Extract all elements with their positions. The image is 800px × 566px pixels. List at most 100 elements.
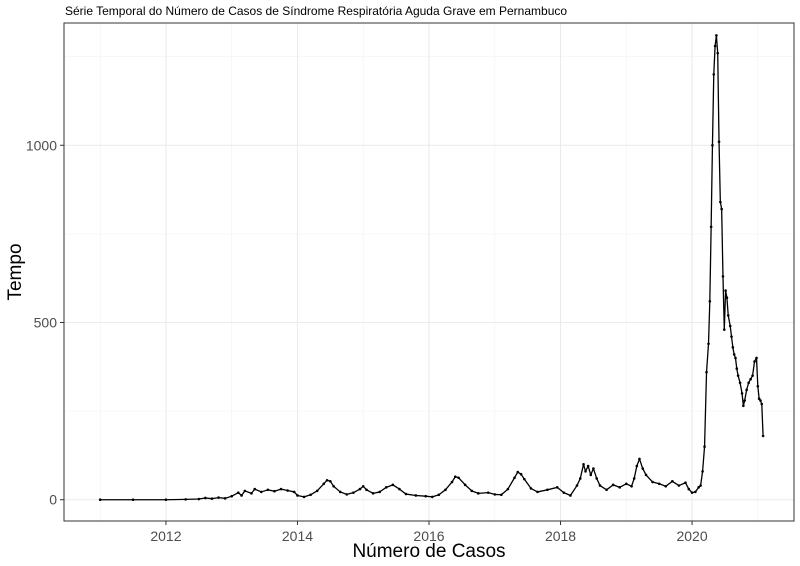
data-point <box>329 480 332 483</box>
data-point <box>519 472 523 476</box>
data-point <box>273 489 276 493</box>
data-point <box>734 356 737 360</box>
data-point <box>352 491 355 494</box>
data-point <box>589 473 593 477</box>
data-point <box>751 374 754 377</box>
data-point <box>747 381 750 385</box>
data-point <box>259 490 263 494</box>
data-point <box>338 490 342 494</box>
data-point <box>457 476 460 480</box>
data-point <box>711 143 714 147</box>
data-point <box>730 335 733 338</box>
data-point <box>731 346 735 349</box>
data-point <box>378 490 381 494</box>
x-axis-title: Número de Casos <box>352 541 505 562</box>
data-point <box>725 296 729 299</box>
data-point <box>236 491 240 494</box>
data-point <box>253 487 257 491</box>
data-point <box>296 494 299 497</box>
data-point <box>197 497 201 501</box>
data-point <box>713 44 717 48</box>
data-point <box>454 475 457 478</box>
y-axis: 0 500 1000 <box>26 137 64 508</box>
y-tick-label: 500 <box>34 315 58 331</box>
data-point <box>131 498 135 502</box>
data-point <box>728 324 732 328</box>
data-point <box>745 388 748 392</box>
data-point <box>732 353 736 356</box>
data-point <box>230 494 234 498</box>
data-point <box>759 399 762 402</box>
data-point <box>430 495 434 499</box>
data-point <box>707 342 710 346</box>
data-point <box>463 483 467 487</box>
data-point <box>671 480 674 483</box>
data-point <box>204 496 207 500</box>
data-point <box>690 491 694 494</box>
data-point <box>578 477 582 480</box>
data-point <box>657 482 661 486</box>
data-point <box>598 484 602 487</box>
data-point <box>749 377 752 381</box>
data-point <box>240 494 243 497</box>
data-point <box>735 367 739 370</box>
data-point <box>562 491 566 494</box>
data-point <box>755 356 758 360</box>
data-point <box>555 486 559 489</box>
data-point <box>743 399 746 402</box>
data-point <box>486 491 490 494</box>
data-point <box>444 488 447 492</box>
data-point <box>309 493 312 497</box>
data-point <box>595 477 599 480</box>
data-point <box>720 207 723 211</box>
data-point <box>726 314 730 317</box>
data-point <box>477 492 480 495</box>
data-point <box>361 484 365 488</box>
data-point <box>325 478 329 482</box>
data-point <box>712 73 716 76</box>
data-point <box>630 484 633 488</box>
data-point <box>500 493 503 497</box>
data-point <box>709 225 713 229</box>
x-tick-label: 2016 <box>413 528 444 544</box>
data-point <box>345 493 349 496</box>
data-point <box>738 381 742 385</box>
data-point <box>98 498 102 502</box>
data-point <box>569 494 572 497</box>
data-point <box>716 51 720 55</box>
data-point <box>605 488 608 492</box>
data-point <box>493 493 497 496</box>
data-point <box>450 480 454 484</box>
data-point <box>391 483 395 487</box>
x-tick-label: 2014 <box>282 528 313 544</box>
data-point <box>756 385 760 388</box>
data-point <box>358 487 362 491</box>
data-point <box>414 494 418 497</box>
data-point <box>523 477 526 481</box>
data-point <box>715 34 718 37</box>
x-tick-label: 2018 <box>545 528 576 544</box>
data-point <box>684 481 687 485</box>
data-point <box>302 495 306 499</box>
data-point <box>536 490 539 494</box>
data-point <box>611 483 615 487</box>
major-gridlines <box>64 23 794 521</box>
data-point <box>279 487 283 491</box>
data-point <box>371 492 375 495</box>
data-point <box>332 484 335 488</box>
x-tick-label: 2012 <box>150 528 181 544</box>
data-point <box>516 470 520 474</box>
data-point <box>584 470 587 473</box>
minor-gridlines <box>64 23 794 521</box>
data-point <box>703 445 706 448</box>
data-point <box>437 493 441 497</box>
data-point <box>699 484 702 487</box>
data-point <box>575 484 579 487</box>
y-axis-title: Tempo <box>5 243 26 300</box>
data-point <box>210 497 214 500</box>
data-point <box>513 476 516 480</box>
data-point <box>722 328 726 331</box>
data-point <box>638 457 641 461</box>
data-point <box>266 488 270 492</box>
